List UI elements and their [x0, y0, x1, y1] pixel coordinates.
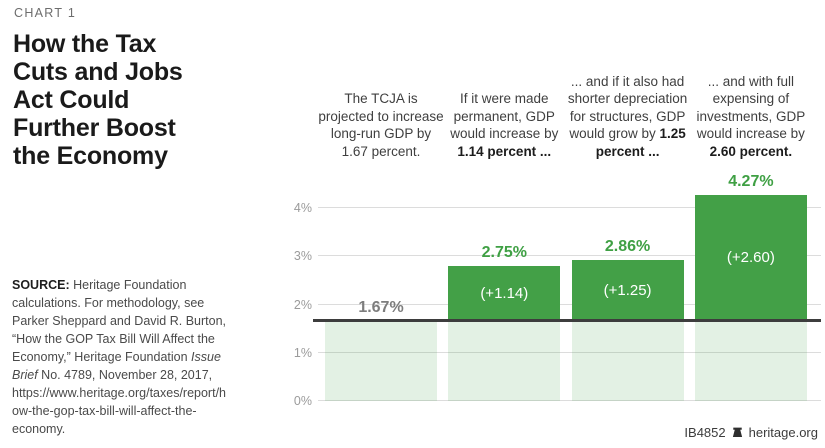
- bar-increment: (+2.60): [694, 195, 807, 321]
- bar-value-label: 2.75%: [481, 243, 527, 261]
- doc-id: IB4852: [684, 425, 726, 440]
- site-link[interactable]: heritage.org: [748, 425, 818, 440]
- gridline: [318, 351, 821, 353]
- annotation-bold-text: 2.60 percent.: [709, 143, 793, 159]
- bar-value-label: 1.67%: [358, 298, 404, 316]
- y-tick-label: 2%: [293, 297, 312, 312]
- bar-increment-label: (+1.14): [480, 284, 529, 302]
- source-text: Heritage Foundation calculations. For me…: [12, 277, 227, 364]
- bar-increment-label: (+2.60): [726, 249, 775, 267]
- bar-below-baseline: [448, 320, 561, 401]
- y-tick-label: 4%: [293, 201, 312, 216]
- title-line: Cuts and Jobs: [13, 58, 183, 86]
- bar-increment: (+1.25): [571, 260, 684, 321]
- bar-value-label: 4.27%: [728, 173, 774, 191]
- footer: IB4852 heritage.org: [684, 425, 818, 440]
- bar-value-label: 2.86%: [604, 238, 651, 256]
- title-line: Further Boost: [13, 114, 176, 142]
- bar-below-baseline: [694, 320, 807, 401]
- chart-title: How the Tax Cuts and Jobs Act Could Further…: [13, 30, 183, 170]
- annotation-text: If it were made permanent, GDP would inc…: [450, 91, 559, 141]
- bar-below-baseline: [325, 320, 437, 401]
- baseline-line: [313, 319, 821, 323]
- annotation-1: The TCJA is projected to increase long-r…: [316, 90, 446, 160]
- column-annotations: The TCJA is projected to increase long-r…: [318, 46, 821, 160]
- plot-area: 0% 1% 2% 3% 4% 1.67% (+1.14) 2.75% (+1.25) 2.86% (…: [294, 160, 821, 408]
- heritage-logo-icon: [731, 426, 744, 439]
- source-text-end: No. 4789, November 28, 2017, https://www…: [12, 367, 226, 436]
- chart-eyebrow: CHART 1: [14, 6, 77, 20]
- annotation-text: ... and with full expensing of investmen…: [696, 73, 806, 142]
- annotation-bold-text: 1.14 percent ...: [457, 143, 552, 159]
- gridline: [318, 207, 821, 209]
- bar-increment-label: (+1.25): [603, 281, 652, 299]
- annotation-text: The TCJA is projected to increase long-r…: [318, 91, 444, 159]
- bar-below-baseline: [571, 320, 684, 401]
- title-line: the Economy: [13, 142, 168, 170]
- title-line: How the Tax: [13, 30, 157, 58]
- bar-increment: (+1.14): [448, 265, 561, 321]
- annotation-text: ... and if it also had shorter depreciat…: [567, 73, 688, 142]
- gridline: [318, 255, 821, 257]
- y-tick-label: 1%: [293, 345, 312, 360]
- annotation-4: ... and with full expensing of investmen…: [686, 73, 816, 161]
- gridline: [318, 400, 821, 401]
- title-line: Act Could: [13, 86, 130, 114]
- y-tick-label: 0%: [293, 394, 312, 408]
- annotation-3: ... and if it also had shorter depreciat…: [563, 73, 693, 161]
- annotation-2: If it were made permanent, GDP would inc…: [439, 90, 569, 160]
- source-note: SOURCE: Heritage Foundation calculations…: [12, 276, 226, 438]
- source-italic-text: Issue Brief: [12, 349, 221, 382]
- gridline: [318, 303, 821, 305]
- source-label: SOURCE:: [12, 277, 70, 292]
- annotation-bold-text: 1.25 percent ...: [595, 126, 686, 159]
- y-tick-label: 3%: [293, 249, 312, 264]
